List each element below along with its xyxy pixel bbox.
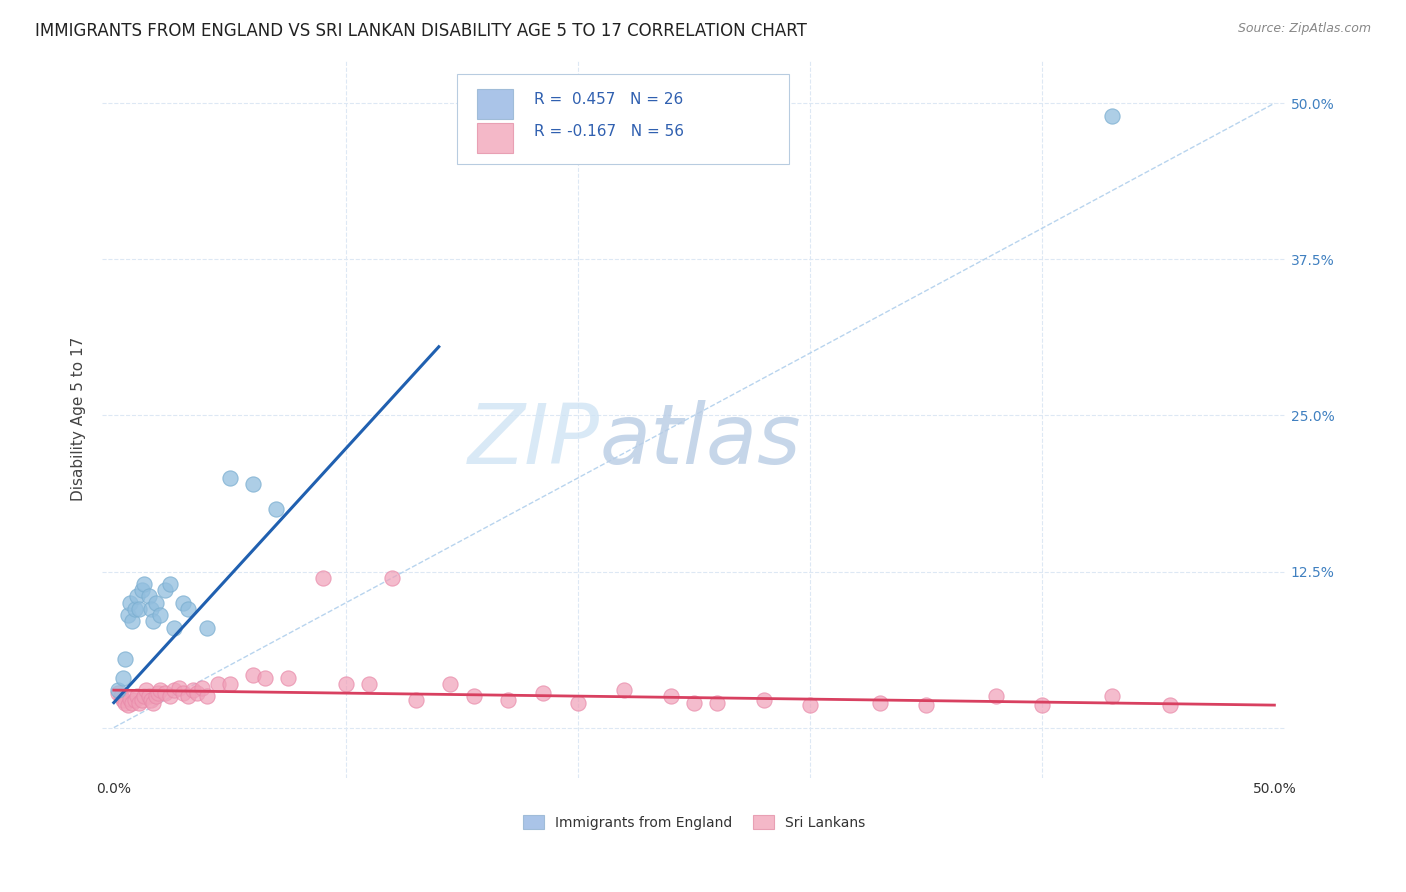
Point	[359, 677, 381, 691]
Point	[463, 690, 485, 704]
FancyBboxPatch shape	[478, 123, 513, 153]
Point	[146, 685, 169, 699]
Point	[121, 696, 143, 710]
Point	[138, 590, 160, 604]
Point	[120, 691, 142, 706]
Point	[218, 677, 240, 691]
Point	[142, 615, 165, 629]
Point	[242, 477, 264, 491]
Point	[752, 693, 775, 707]
Point	[112, 671, 135, 685]
Point	[172, 685, 194, 699]
Point	[117, 698, 139, 712]
Point	[381, 571, 404, 585]
Point	[659, 690, 682, 704]
Point	[1031, 698, 1053, 712]
Point	[181, 683, 204, 698]
Point	[124, 602, 146, 616]
Point	[531, 685, 554, 699]
Point	[145, 596, 167, 610]
Point	[132, 577, 155, 591]
Point	[149, 608, 172, 623]
Point	[1101, 109, 1123, 123]
Text: R = -0.167   N = 56: R = -0.167 N = 56	[534, 124, 685, 139]
Y-axis label: Disability Age 5 to 17: Disability Age 5 to 17	[72, 336, 86, 500]
Point	[195, 621, 218, 635]
Point	[177, 602, 200, 616]
Point	[405, 693, 427, 707]
Point	[915, 698, 938, 712]
Point	[159, 690, 181, 704]
Point	[984, 690, 1007, 704]
Point	[177, 690, 200, 704]
Point	[131, 583, 153, 598]
Point	[266, 502, 288, 516]
Point	[112, 693, 135, 707]
Point	[498, 693, 520, 707]
Point	[218, 471, 240, 485]
Point	[799, 698, 821, 712]
Point	[117, 608, 139, 623]
Point	[253, 671, 276, 685]
Point	[135, 683, 157, 698]
Point	[163, 683, 186, 698]
Point	[683, 696, 706, 710]
Point	[567, 696, 589, 710]
Text: R =  0.457   N = 26: R = 0.457 N = 26	[534, 92, 683, 106]
Text: Source: ZipAtlas.com: Source: ZipAtlas.com	[1237, 22, 1371, 36]
Text: atlas: atlas	[599, 400, 801, 481]
Point	[706, 696, 728, 710]
Point	[120, 596, 142, 610]
Text: IMMIGRANTS FROM ENGLAND VS SRI LANKAN DISABILITY AGE 5 TO 17 CORRELATION CHART: IMMIGRANTS FROM ENGLAND VS SRI LANKAN DI…	[35, 22, 807, 40]
Point	[125, 690, 148, 704]
Point	[132, 690, 155, 704]
Point	[153, 685, 176, 699]
Point	[439, 677, 461, 691]
Point	[172, 596, 194, 610]
Point	[114, 652, 136, 666]
Point	[139, 602, 162, 616]
FancyBboxPatch shape	[478, 89, 513, 120]
Point	[167, 681, 190, 695]
Point	[163, 621, 186, 635]
Point	[139, 693, 162, 707]
Point	[312, 571, 335, 585]
Point	[159, 577, 181, 591]
Point	[107, 683, 129, 698]
Point	[195, 690, 218, 704]
Text: ZIP: ZIP	[467, 400, 599, 481]
Legend: Immigrants from England, Sri Lankans: Immigrants from England, Sri Lankans	[517, 809, 870, 835]
Point	[114, 696, 136, 710]
Point	[335, 677, 357, 691]
Point	[145, 690, 167, 704]
Point	[613, 683, 636, 698]
Point	[869, 696, 891, 710]
Point	[186, 685, 208, 699]
Point	[1101, 690, 1123, 704]
Point	[242, 668, 264, 682]
Point	[277, 671, 299, 685]
Point	[107, 685, 129, 699]
Point	[121, 615, 143, 629]
Point	[125, 590, 148, 604]
FancyBboxPatch shape	[457, 74, 789, 164]
Point	[191, 681, 214, 695]
Point	[128, 696, 150, 710]
Point	[138, 690, 160, 704]
Point	[142, 696, 165, 710]
Point	[149, 683, 172, 698]
Point	[207, 677, 229, 691]
Point	[110, 690, 132, 704]
Point	[153, 583, 176, 598]
Point	[131, 693, 153, 707]
Point	[124, 693, 146, 707]
Point	[128, 602, 150, 616]
Point	[1159, 698, 1181, 712]
